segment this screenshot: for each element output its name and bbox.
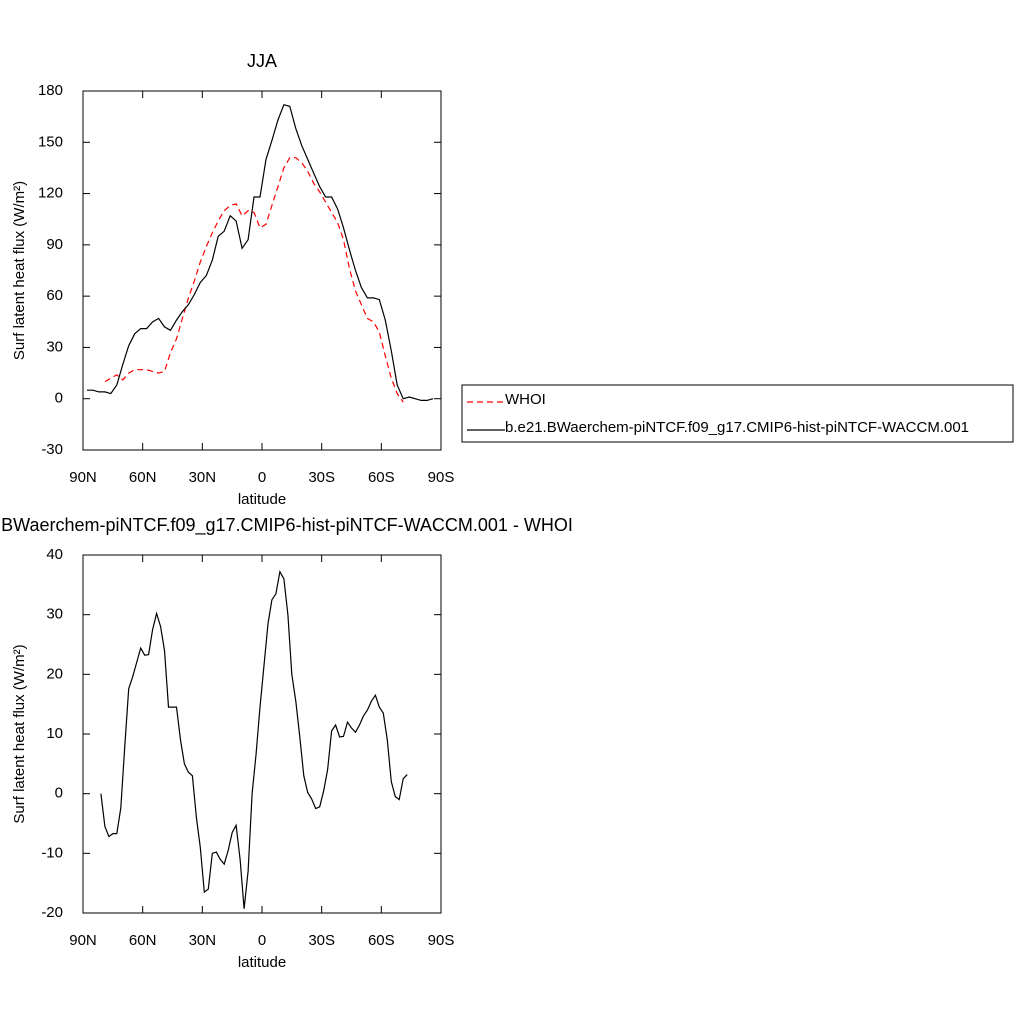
y-tick-label: 60	[46, 287, 63, 304]
x-tick-label: 30S	[308, 469, 335, 486]
y-tick-label: -20	[41, 904, 63, 921]
data-line	[100, 569, 408, 909]
x-tick-label: 0	[258, 469, 266, 486]
data-line	[87, 103, 434, 401]
x-tick-label: 30N	[189, 932, 217, 949]
x-axis-label: latitude	[238, 954, 286, 971]
y-tick-label: -10	[41, 844, 63, 861]
x-tick-label: 90N	[69, 932, 97, 949]
x-axis-label: latitude	[238, 491, 286, 508]
plot-frame	[82, 90, 442, 451]
y-axis-label: Surf latent heat flux (W/m²)	[11, 181, 28, 360]
y-tick-label: 150	[38, 133, 63, 150]
y-tick-label: 0	[55, 390, 63, 407]
x-tick-label: 60S	[368, 469, 395, 486]
x-tick-label: 60N	[129, 469, 157, 486]
legend-box	[461, 384, 1014, 443]
y-tick-label: 20	[46, 665, 63, 682]
y-tick-label: 120	[38, 185, 63, 202]
x-tick-label: 30S	[308, 932, 335, 949]
data-line	[104, 157, 404, 403]
y-axis-label: Surf latent heat flux (W/m²)	[11, 644, 28, 823]
y-tick-label: 0	[55, 785, 63, 802]
x-tick-label: 0	[258, 932, 266, 949]
legend-label: WHOI	[505, 391, 546, 408]
y-tick-label: 30	[46, 338, 63, 355]
legend-label: b.e21.BWaerchem-piNTCF.f09_g17.CMIP6-his…	[505, 419, 969, 436]
x-tick-label: 90S	[428, 932, 455, 949]
y-tick-label: 90	[46, 236, 63, 253]
chart-title: b.e21.BWaerchem-piNTCF.f09_g17.CMIP6-his…	[0, 515, 573, 536]
x-tick-label: 30N	[189, 469, 217, 486]
x-tick-label: 60N	[129, 932, 157, 949]
plot-frame	[82, 554, 442, 914]
x-tick-label: 60S	[368, 932, 395, 949]
chart-title: JJA	[247, 51, 277, 71]
y-tick-label: 40	[46, 546, 63, 563]
x-tick-label: 90S	[428, 469, 455, 486]
y-tick-label: 180	[38, 82, 63, 99]
y-tick-label: -30	[41, 441, 63, 458]
y-tick-label: 30	[46, 606, 63, 623]
y-tick-label: 10	[46, 725, 63, 742]
x-tick-label: 90N	[69, 469, 97, 486]
